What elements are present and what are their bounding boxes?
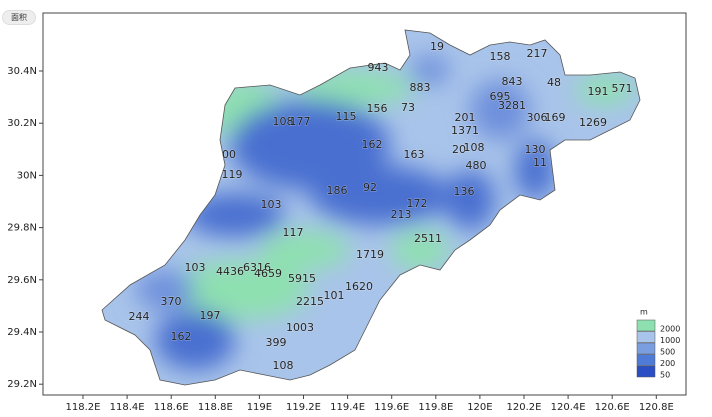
station-label: 169 [545, 111, 566, 124]
station-label: 191 [588, 85, 609, 98]
legend-swatch [636, 319, 656, 332]
legend-swatch [636, 365, 656, 378]
y-tick-label: 29.6N [7, 275, 37, 286]
legend-label: 500 [660, 348, 675, 357]
station-label: 108 [273, 115, 294, 128]
y-tick-label: 30.2N [7, 118, 37, 129]
frame [42, 12, 687, 396]
station-label: 162 [171, 330, 192, 343]
station-label: 197 [200, 309, 221, 322]
station-label: 117 [283, 226, 304, 239]
x-tick-label: 119E [247, 402, 272, 413]
station-label: 163 [404, 148, 425, 161]
legend-label: 50 [660, 371, 670, 380]
x-tick-label: 120.8E [639, 402, 674, 413]
x-tick-label: 118.4E [110, 402, 145, 413]
y-tick-label: 30.4N [7, 66, 37, 77]
station-label: 480 [466, 159, 487, 172]
station-label: 158 [490, 50, 511, 63]
y-tick-label: 29.2N [7, 379, 37, 390]
station-label: 213 [391, 208, 412, 221]
x-tick-label: 119.2E [286, 402, 321, 413]
station-label: 571 [612, 82, 633, 95]
station-label: 73 [401, 101, 415, 114]
station-label: 130 [525, 143, 546, 156]
station-label: 370 [161, 295, 182, 308]
x-tick-label: 120.4E [551, 402, 586, 413]
station-label: 136 [454, 185, 475, 198]
legend-swatch [636, 331, 656, 343]
station-label: 20 [452, 143, 466, 156]
station-label: 217 [527, 47, 548, 60]
station-label: 172 [407, 197, 428, 210]
y-tick-label: 30N [17, 170, 37, 181]
station-label: 883 [410, 81, 431, 94]
legend-label: 200 [660, 359, 675, 368]
area-button[interactable]: 面积 [2, 10, 36, 25]
station-label: 2215 [296, 295, 324, 308]
x-tick-label: 118.2E [66, 402, 101, 413]
station-label: 103 [185, 261, 206, 274]
x-tick-label: 119.8E [418, 402, 453, 413]
axes: 118.2E 118.4E 118.6E 118.8E 119E 119.2E 119.4E… [7, 66, 674, 413]
station-label: 1719 [356, 248, 384, 261]
station-label: 103 [261, 198, 282, 211]
rain-field [102, 30, 640, 385]
station-label: 186 [327, 184, 348, 197]
station-label: 92 [363, 181, 377, 194]
station-label: 177 [290, 115, 311, 128]
station-label: 1003 [286, 321, 314, 334]
station-label: 1371 [451, 124, 479, 137]
legend-label: 2000 [660, 325, 680, 334]
station-label: 843 [502, 75, 523, 88]
station-label: 244 [129, 310, 150, 323]
station-label: 162 [362, 138, 383, 151]
legend: m 2000 1000 500 200 50 [636, 308, 680, 380]
legend-label: 1000 [660, 336, 680, 345]
x-tick-label: 118.8E [198, 402, 233, 413]
legend-swatch [636, 354, 656, 366]
region-outline [101, 29, 641, 386]
station-label: 6316 [243, 261, 271, 274]
legend-swatch [636, 342, 656, 355]
station-label: 156 [367, 102, 388, 115]
station-label: 3281 [498, 99, 526, 112]
station-label: 695 [490, 90, 511, 103]
x-tick-label: 118.6E [154, 402, 189, 413]
legend-unit: m [640, 308, 648, 317]
station-label: 5915 [288, 272, 316, 285]
station-label: 1269 [579, 116, 607, 129]
station-label: 48 [547, 76, 561, 89]
station-label: 943 [368, 61, 389, 74]
station-label: 306 [527, 111, 548, 124]
station-label: 119 [222, 168, 243, 181]
station-label: 108 [273, 359, 294, 372]
y-tick-label: 29.8N [7, 223, 37, 234]
x-tick-label: 120E [467, 402, 492, 413]
y-tick-label: 29.4N [7, 327, 37, 338]
station-label: 115 [336, 110, 357, 123]
station-label: 00 [222, 148, 236, 161]
station-label: 108 [464, 141, 485, 154]
station-label: 1620 [345, 280, 373, 293]
station-label: 2511 [414, 232, 442, 245]
station-label: 19 [430, 40, 444, 53]
station-label: 201 [455, 111, 476, 124]
station-label: 399 [266, 336, 287, 349]
x-tick-label: 120.6E [595, 402, 630, 413]
x-tick-label: 119.4E [330, 402, 365, 413]
x-tick-label: 119.6E [374, 402, 409, 413]
x-tick-label: 120.2E [507, 402, 542, 413]
station-label: 4436 [216, 265, 244, 278]
station-label: 4659 [254, 267, 282, 280]
station-label: 101 [324, 289, 345, 302]
station-label: 11 [533, 156, 547, 169]
